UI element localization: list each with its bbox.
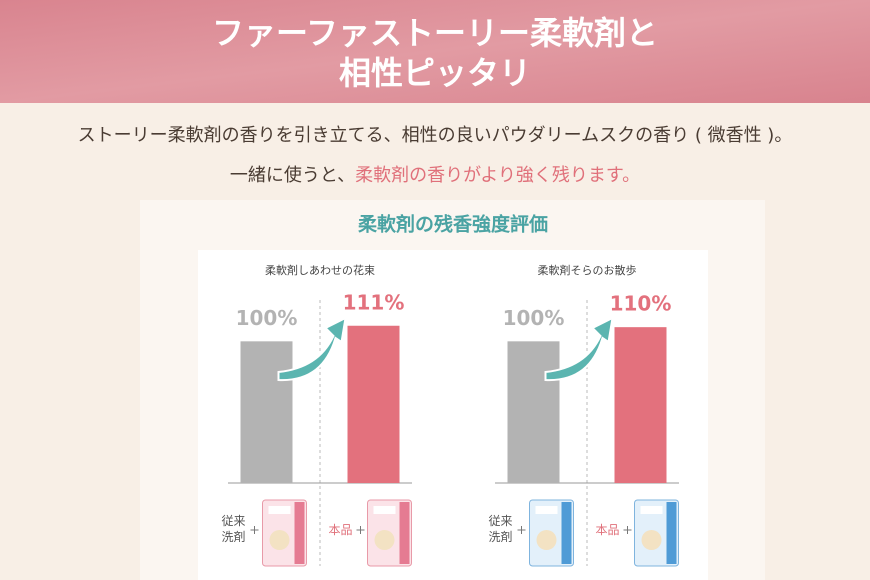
label xyxy=(268,506,291,514)
header-band xyxy=(0,0,870,103)
intro-text: 一緒に使うと、柔軟剤の香りがより強く残ります。 xyxy=(230,165,640,186)
bear xyxy=(641,530,662,550)
bar xyxy=(240,341,293,483)
product-image xyxy=(529,499,574,567)
plus-sign xyxy=(623,526,632,534)
category-label: 従来洗剤 xyxy=(488,514,513,544)
product-image xyxy=(634,499,679,567)
bar xyxy=(614,327,667,483)
intro-text: ストーリー柔軟剤の香りを引き立てる、相性の良いパウダリームスクの香り ( 微香性… xyxy=(78,125,793,146)
intro-plain: 一緒に使うと、 xyxy=(230,165,355,186)
package-band xyxy=(399,502,410,564)
product-image xyxy=(262,499,307,567)
plus-sign xyxy=(517,526,526,534)
category-label: 本品 xyxy=(328,523,353,537)
section-title: 柔軟剤の残香強度評価 xyxy=(358,213,548,236)
category-text: 従来洗剤 xyxy=(221,514,246,544)
value-label: 111% xyxy=(343,290,405,314)
label xyxy=(373,506,396,514)
bear xyxy=(269,530,290,550)
chart-title: 柔軟剤しあわせの花束 xyxy=(265,263,375,277)
chart-title: 柔軟剤そらのお散歩 xyxy=(538,263,637,277)
bar xyxy=(347,325,400,483)
bar xyxy=(507,341,560,483)
category-label: 本品 xyxy=(595,523,620,537)
plus-sign xyxy=(356,526,365,534)
label xyxy=(535,506,558,514)
value-label: 100% xyxy=(236,306,298,330)
category-text: 従来洗剤 xyxy=(488,514,513,544)
category-text: 本品 xyxy=(595,523,620,537)
header-title: ファーファストーリー柔軟剤と xyxy=(212,14,658,52)
label xyxy=(640,506,663,514)
value-label: 110% xyxy=(610,292,672,316)
package-band xyxy=(561,502,572,564)
arrow xyxy=(277,316,347,382)
package-band xyxy=(666,502,677,564)
value-label: 100% xyxy=(503,306,565,330)
header-title: 相性ピッタリ xyxy=(339,54,531,92)
plus-sign xyxy=(250,526,259,534)
package-band xyxy=(294,502,305,564)
bear xyxy=(374,530,395,550)
bear xyxy=(536,530,557,550)
product-image xyxy=(367,499,412,567)
category-text: 本品 xyxy=(328,523,353,537)
intro-highlight: 柔軟剤の香りがより強く残ります。 xyxy=(355,165,640,186)
category-label: 従来洗剤 xyxy=(221,514,246,544)
arrow xyxy=(544,316,614,382)
